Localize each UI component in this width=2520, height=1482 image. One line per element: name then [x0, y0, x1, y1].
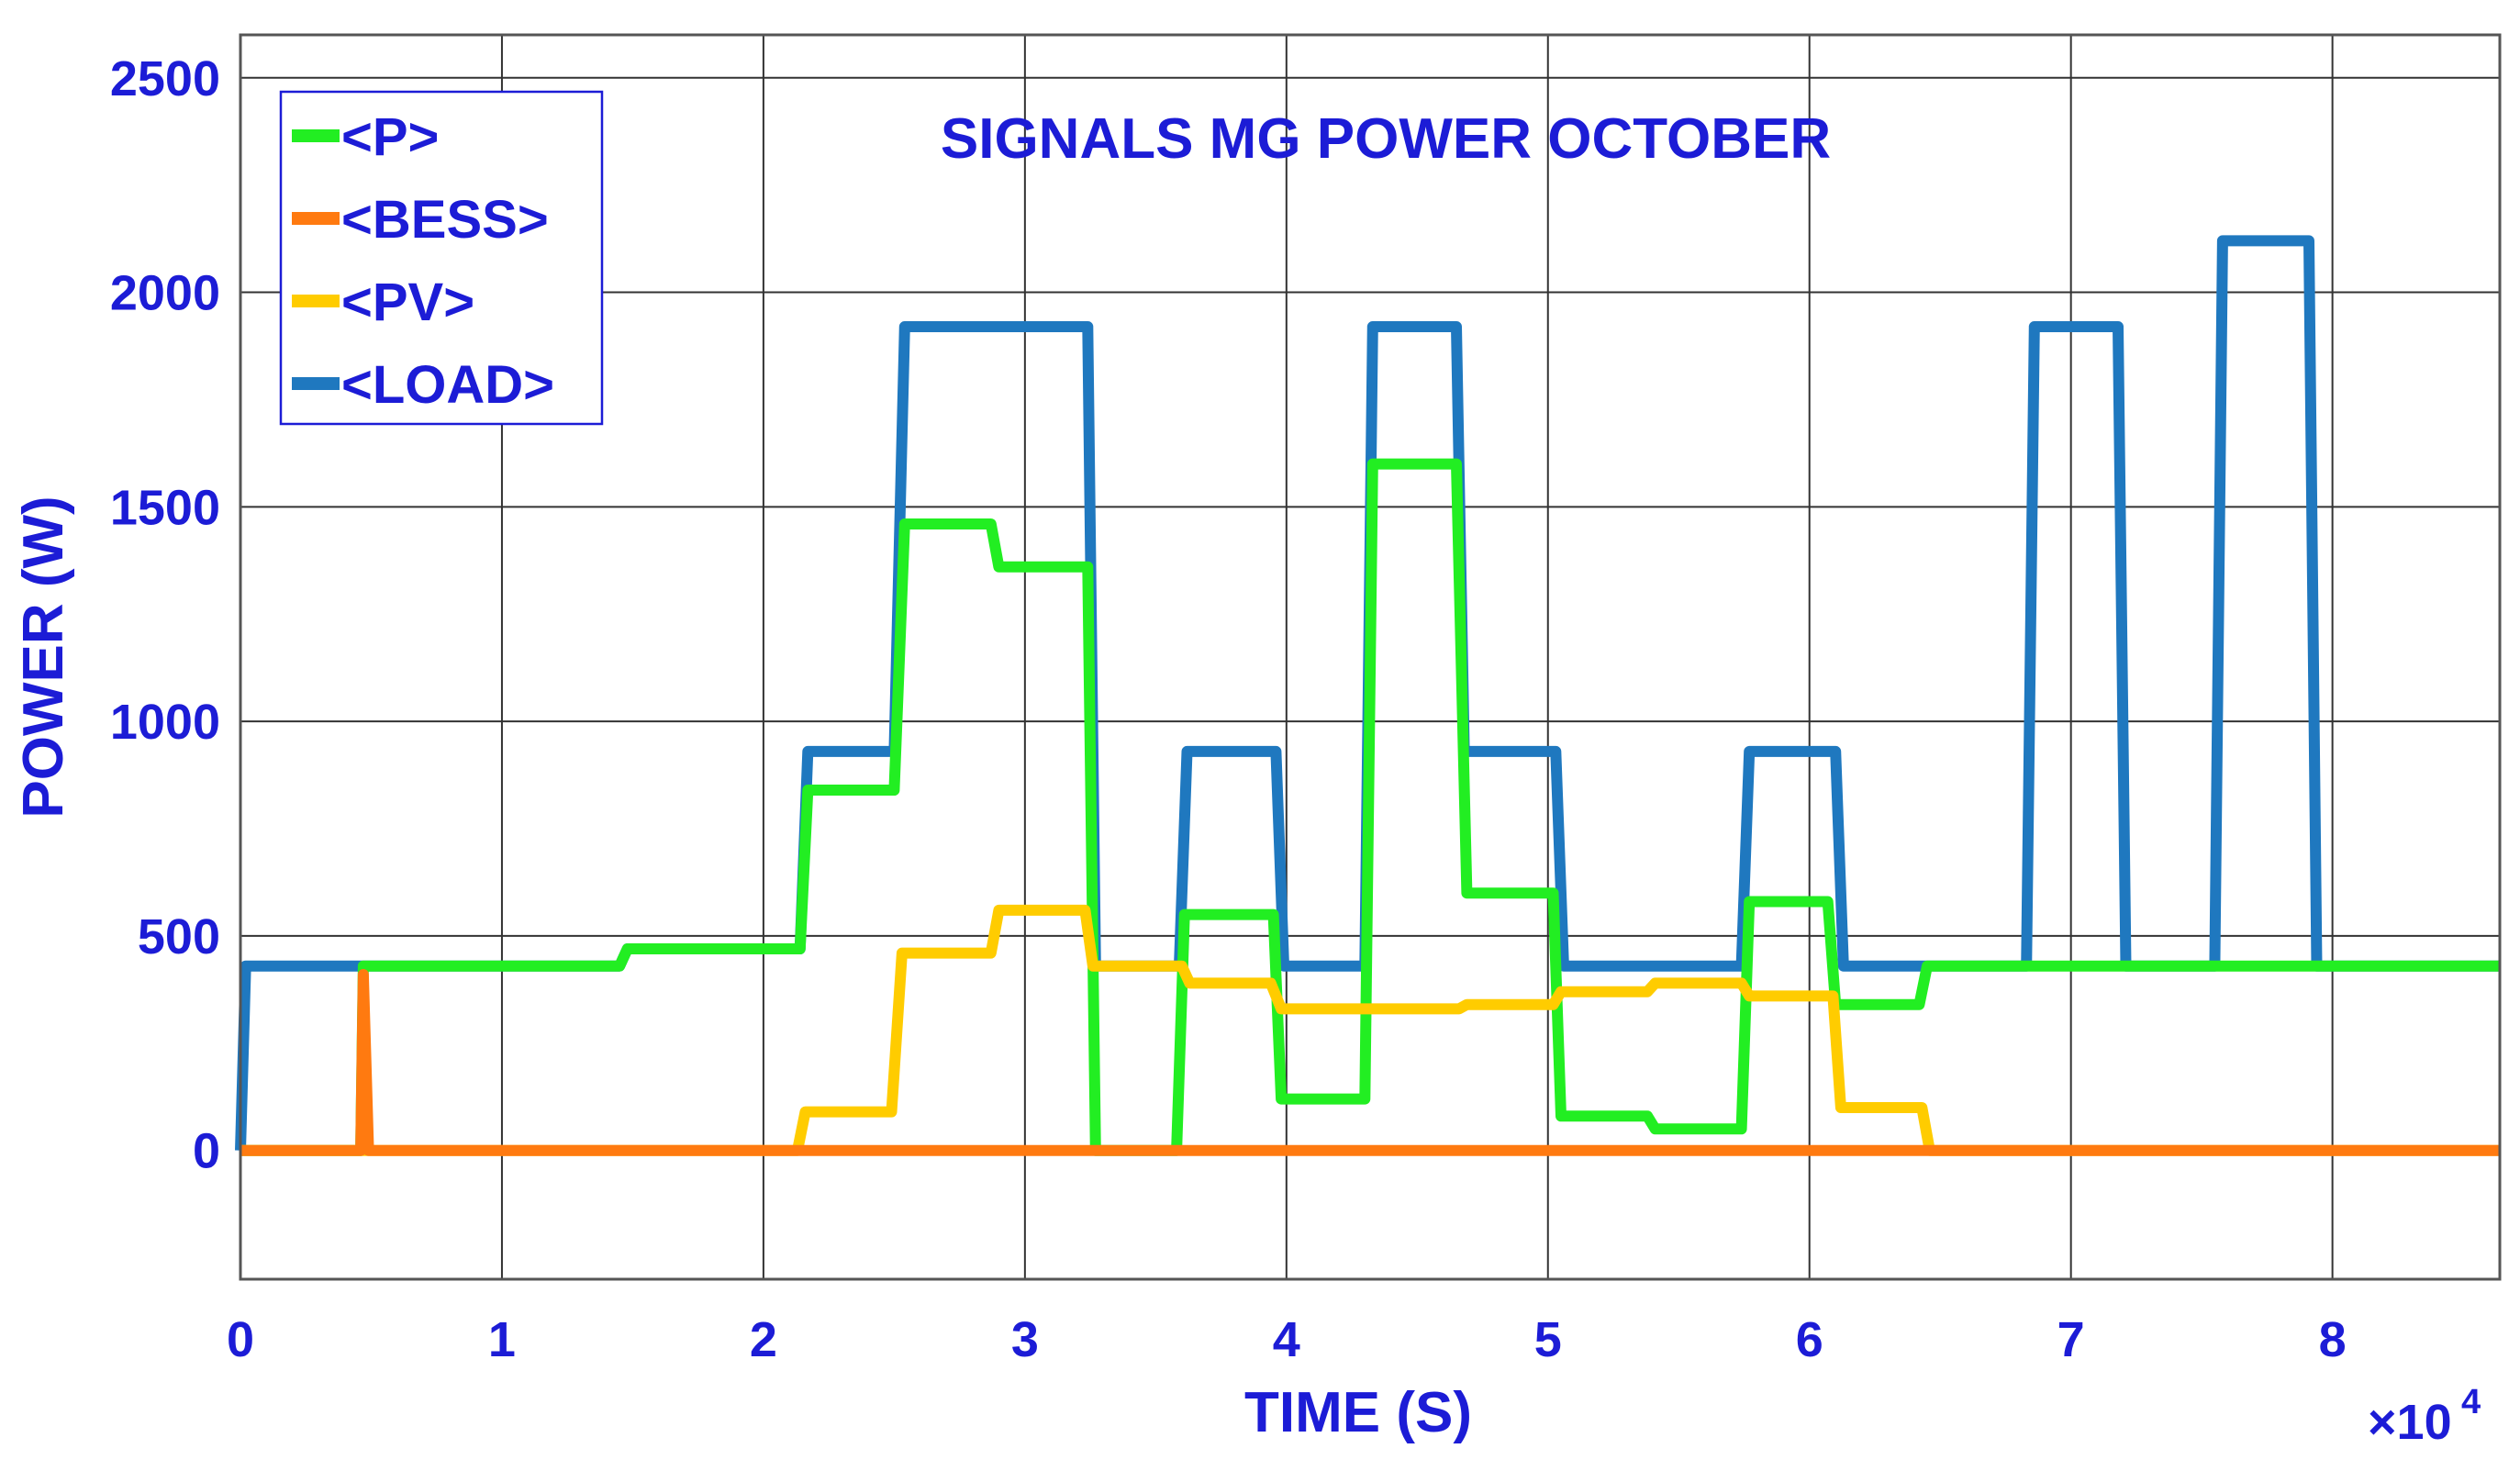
y-tick-label: 2500: [110, 51, 220, 106]
legend-label: <LOAD>: [341, 355, 554, 415]
y-tick-label: 500: [138, 909, 220, 964]
y-tick-label: 0: [193, 1124, 220, 1179]
legend: <P> <BESS> <PV> <LOAD>: [279, 90, 604, 426]
y-tick-labels: 0 500 1000 1500 2000 2500: [110, 51, 220, 1179]
x-multiplier: ×10 4: [2368, 1383, 2481, 1450]
chart-title: SIGNALS MG POWER OCTOBER: [941, 107, 1831, 171]
series-lines: [235, 235, 2500, 1156]
x-tick-labels: 0 1 2 3 4 5 6 7 8: [227, 1312, 2347, 1367]
y-tick-label: 2000: [110, 266, 220, 321]
x-tick-label: 6: [1796, 1312, 1823, 1367]
x-tick-label: 4: [1273, 1312, 1300, 1367]
legend-entry: <PV>: [292, 273, 474, 332]
legend-box: [279, 90, 604, 426]
x-tick-label: 7: [2057, 1312, 2085, 1367]
x-tick-label: 5: [1534, 1312, 1562, 1367]
x-multiplier-label: ×10: [2368, 1395, 2452, 1450]
legend-label: <BESS>: [341, 190, 549, 250]
plot-frame: [239, 33, 2502, 1281]
legend-label: <PV>: [341, 273, 474, 332]
legend-entry: <P>: [292, 107, 439, 167]
legend-entry: <BESS>: [292, 190, 549, 250]
y-axis-title: POWER (W): [12, 496, 75, 818]
y-tick-label: 1000: [110, 695, 220, 750]
x-axis-title: TIME (S): [1244, 1381, 1472, 1444]
legend-entry: <LOAD>: [292, 355, 554, 415]
series-line-bess: [240, 969, 2500, 1156]
x-tick-label: 3: [1011, 1312, 1039, 1367]
series-line-load: [235, 235, 2500, 1151]
x-tick-label: 1: [488, 1312, 516, 1367]
x-multiplier-exponent: 4: [2461, 1383, 2481, 1421]
x-tick-label: 8: [2319, 1312, 2347, 1367]
y-tick-label: 1500: [110, 480, 220, 535]
series-line-pv: [240, 904, 2500, 1156]
x-tick-label: 2: [750, 1312, 777, 1367]
x-tick-label: 0: [227, 1312, 254, 1367]
legend-label: <P>: [341, 107, 439, 167]
